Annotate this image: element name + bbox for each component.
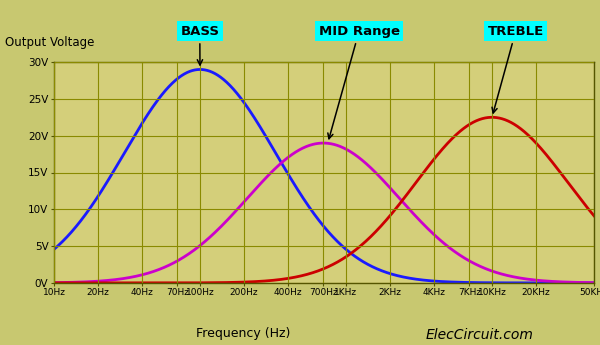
Text: TREBLE: TREBLE [488, 25, 544, 113]
Text: Frequency (Hz): Frequency (Hz) [196, 327, 290, 340]
Text: Output Voltage: Output Voltage [5, 36, 95, 49]
Text: MID Range: MID Range [319, 25, 400, 139]
Text: ElecCircuit.com: ElecCircuit.com [426, 327, 534, 342]
Text: BASS: BASS [181, 25, 220, 65]
